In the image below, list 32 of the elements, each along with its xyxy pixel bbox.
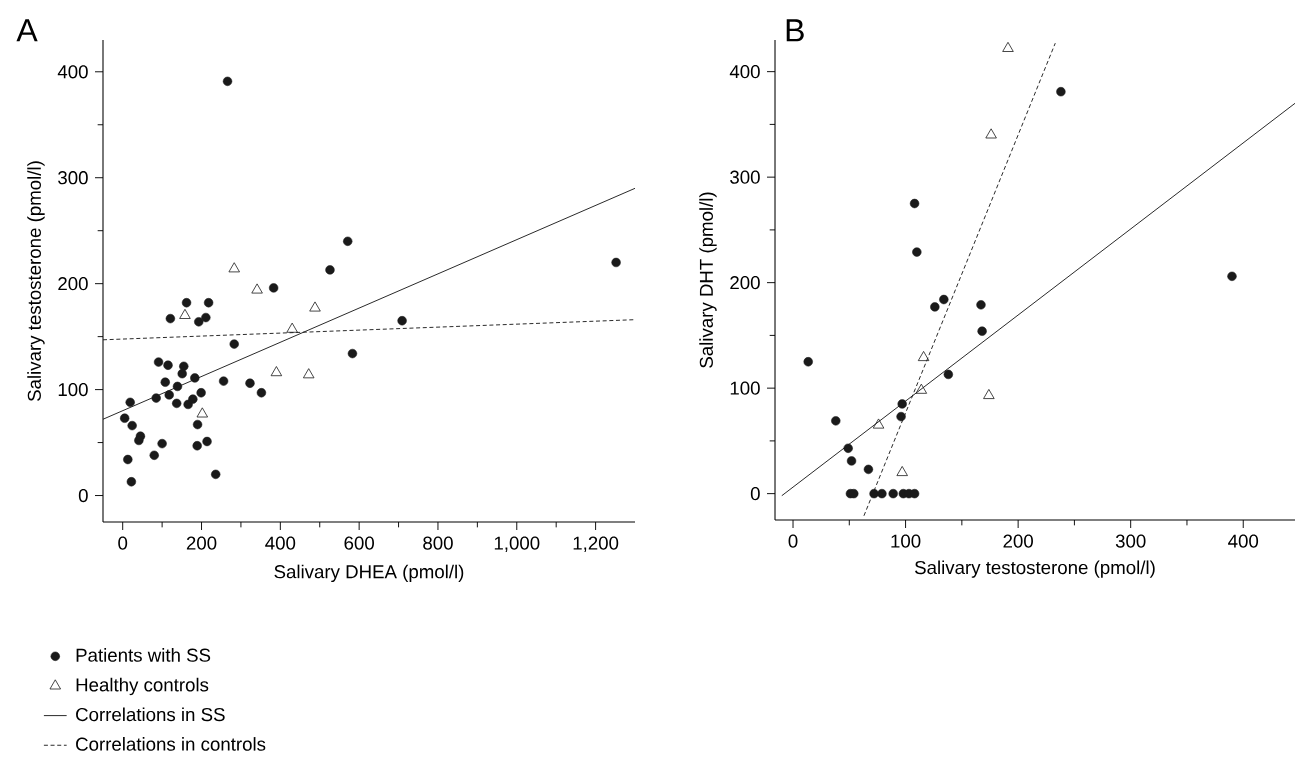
chart-title: B — [786, 19, 804, 42]
x-axis-title: Salivary testosterone (pmol/l) — [915, 560, 1155, 578]
y-tick-label: 300 — [58, 171, 88, 185]
legend-label: Patients with SS — [76, 648, 211, 662]
y-tick-label: 400 — [57, 65, 88, 79]
y-tick-label: 0 — [78, 488, 88, 503]
legend-label: Correlations in SS — [76, 707, 225, 722]
legend-label: Correlations in controls — [76, 737, 266, 751]
chart-title: A — [16, 19, 38, 42]
x-tick-label: 400 — [1228, 534, 1259, 548]
x-tick-label: 0 — [788, 534, 798, 548]
x-tick-label: 600 — [344, 536, 374, 550]
x-tick-label: 200 — [186, 536, 217, 550]
y-tick-label: 100 — [58, 382, 88, 397]
x-tick-label: 200 — [1003, 534, 1033, 548]
x-tick-label: 400 — [265, 536, 296, 550]
y-tick-label: 100 — [730, 381, 760, 395]
x-tick-label: 300 — [1115, 534, 1146, 548]
legend-label: Healthy controls — [76, 677, 209, 696]
x-tick-label: 0 — [118, 536, 128, 550]
y-axis-title: Salivary DHT (pmol/l) — [699, 192, 717, 368]
y-tick-label: 400 — [729, 65, 760, 79]
y-tick-label: 200 — [730, 276, 760, 290]
y-axis-title: Salivary testosterone (pmol/l) — [27, 161, 45, 402]
x-axis-title: Salivary DHEA (pmol/l) — [274, 564, 464, 583]
x-tick-label: 1,000 — [494, 536, 540, 552]
y-tick-label: 300 — [730, 170, 760, 184]
x-tick-label: 1,200 — [573, 536, 619, 552]
y-tick-label: 0 — [750, 487, 760, 501]
x-tick-label: 100 — [891, 534, 921, 548]
x-tick-label: 800 — [423, 536, 453, 550]
y-tick-label: 200 — [58, 277, 88, 291]
